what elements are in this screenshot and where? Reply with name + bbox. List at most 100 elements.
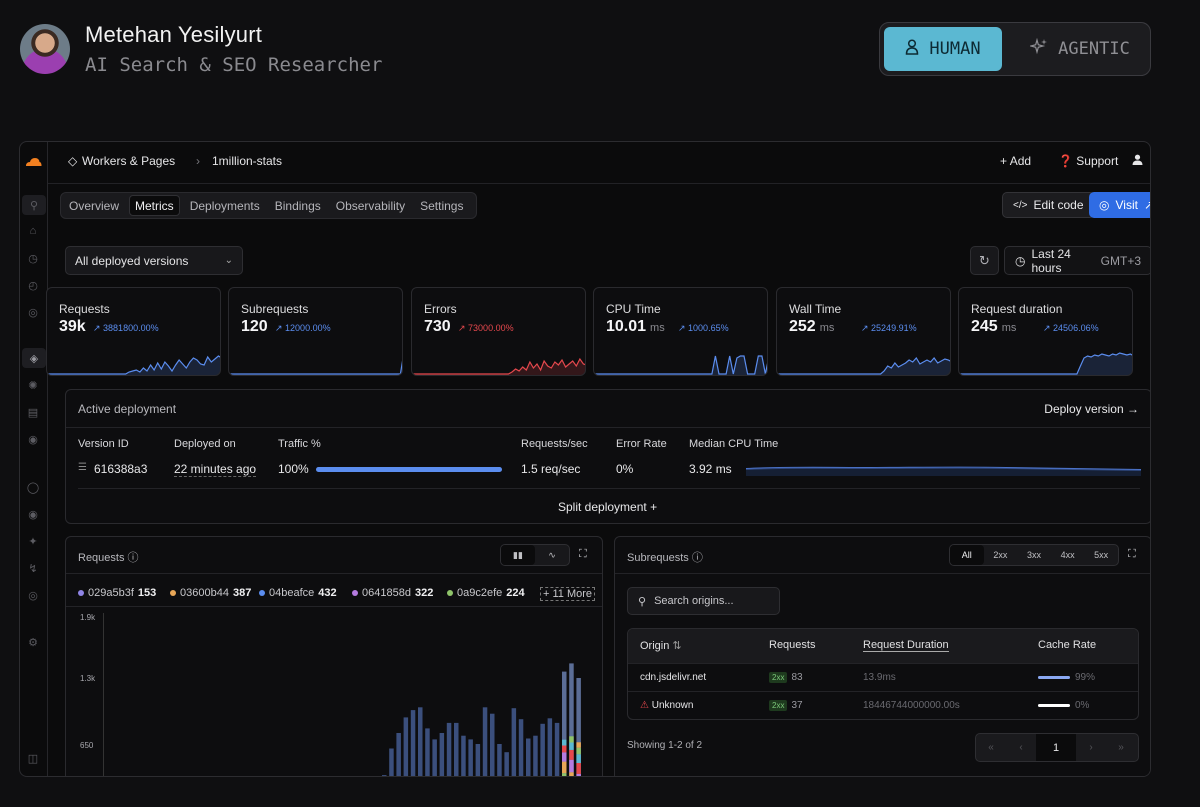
home-icon[interactable]: ⌂ xyxy=(29,225,37,237)
legend-item[interactable]: 04beafce 432 xyxy=(259,587,337,599)
requests-bar-chart xyxy=(382,663,581,776)
y-tick-label: 650 xyxy=(80,741,94,750)
request-bar xyxy=(540,723,545,776)
column-origin[interactable]: Origin ⇅ xyxy=(640,640,682,652)
storage-icon[interactable]: ▤ xyxy=(27,406,39,419)
time-range-select[interactable]: ◷ Last 24 hours GMT+3 xyxy=(1004,246,1150,275)
collapse-sidebar-icon[interactable]: ◫ xyxy=(27,752,39,765)
security-icon[interactable]: ◉ xyxy=(28,508,38,521)
metric-card-wall-time[interactable]: Wall Time 252 ms ↗ 25249.91% xyxy=(776,287,951,376)
metric-card-cpu-time[interactable]: CPU Time 10.01 ms ↗ 1000.65% xyxy=(593,287,768,376)
clock-icon: ◷ xyxy=(1015,253,1026,268)
legend-count: 224 xyxy=(506,587,525,599)
column-request-duration[interactable]: Request Duration xyxy=(863,639,949,652)
clock-icon[interactable]: ◷ xyxy=(28,252,38,265)
request-bar xyxy=(497,744,502,776)
divider xyxy=(66,427,1150,428)
metric-card-subrequests[interactable]: Subrequests 120 ↗ 12000.00% xyxy=(228,287,403,376)
add-button[interactable]: + Add xyxy=(1000,154,1032,168)
legend-item[interactable]: 0a9c2efe 224 xyxy=(447,587,525,599)
metric-sparkline xyxy=(47,355,220,375)
human-mode-button[interactable]: HUMAN xyxy=(884,27,1002,71)
line-chart-icon[interactable]: ∿ xyxy=(548,549,556,560)
rocket-icon[interactable]: ✦ xyxy=(28,535,38,548)
metric-card-requests[interactable]: Requests 39k ↗ 3881800.00% xyxy=(46,287,221,376)
request-bar xyxy=(396,733,401,776)
visit-button[interactable]: ◎ Visit ↗ xyxy=(1089,192,1150,218)
page-number[interactable]: 1 xyxy=(1036,734,1076,761)
settings-icon[interactable]: ⚙ xyxy=(28,636,38,649)
sparkline-line xyxy=(412,357,585,375)
tab-observability[interactable]: Observability xyxy=(335,198,406,213)
plus-icon: + xyxy=(650,500,658,514)
support-button[interactable]: ❓ Support xyxy=(1058,154,1119,168)
duration-cell: 18446744000000.00s xyxy=(863,700,960,711)
active-deployment-title: Active deployment xyxy=(78,402,177,416)
tab-metrics[interactable]: Metrics xyxy=(129,195,180,216)
request-bar xyxy=(410,710,416,776)
agentic-mode-button[interactable]: AGENTIC xyxy=(1016,27,1144,71)
account-icon[interactable] xyxy=(1132,154,1143,168)
metric-sparkline xyxy=(594,355,767,375)
tab-bindings[interactable]: Bindings xyxy=(274,198,321,213)
tab-settings[interactable]: Settings xyxy=(420,198,464,213)
deploy-version-button[interactable]: Deploy version → xyxy=(1044,402,1139,416)
metric-card-request-duration[interactable]: Request duration 245 ms ↗ 24506.06% xyxy=(958,287,1133,376)
shield-icon[interactable]: ◯ xyxy=(26,481,40,494)
divider xyxy=(78,488,1140,489)
status-filter-2xx[interactable]: 2xx xyxy=(993,550,1008,560)
split-deployment-button[interactable]: Split deployment + xyxy=(558,500,658,514)
globe-icon: ◎ xyxy=(1099,198,1110,212)
sparkline-line xyxy=(594,355,767,375)
request-bar xyxy=(475,744,481,776)
status-filter-all[interactable]: All xyxy=(950,545,984,565)
column-requests[interactable]: Requests xyxy=(769,639,816,651)
cloudflare-logo-icon[interactable] xyxy=(20,152,46,172)
legend-item[interactable]: 0641858d 322 xyxy=(352,587,433,599)
table-row[interactable]: ⚠ Unknown 2xx 37 18446744000000.00s 0% xyxy=(628,691,1138,719)
table-row[interactable]: cdn.jsdelivr.net 2xx 83 13.9ms 99% xyxy=(628,663,1138,691)
media-icon[interactable]: ◉ xyxy=(28,433,38,446)
legend-item[interactable]: 03600b44 387 xyxy=(170,587,251,599)
request-bar-segment xyxy=(562,752,567,762)
bolt-icon[interactable]: ↯ xyxy=(28,562,38,575)
expand-icon[interactable]: ⛶ xyxy=(1128,548,1136,560)
traffic-percent: 100% xyxy=(278,462,309,476)
version-select[interactable]: All deployed versions ⌄ xyxy=(65,246,243,275)
network-icon[interactable]: ◎ xyxy=(28,589,38,602)
legend-item[interactable]: 029a5b3f 153 xyxy=(78,587,156,599)
breadcrumb-workers[interactable]: Workers & Pages xyxy=(82,154,176,168)
expand-icon[interactable]: ⛶ xyxy=(579,548,587,560)
metric-card-errors[interactable]: Errors 730 ↗ 73000.00% xyxy=(411,287,586,376)
tab-overview[interactable]: Overview xyxy=(69,198,120,213)
refresh-button[interactable]: ↻ xyxy=(970,246,999,275)
globe-icon[interactable]: ◎ xyxy=(28,306,38,319)
cache-rate-cell: 99% xyxy=(1075,672,1096,683)
legend-dot xyxy=(352,590,358,596)
tab-deployments[interactable]: Deployments xyxy=(189,198,260,213)
legend-label: 0641858d xyxy=(362,587,411,599)
next-page-icon[interactable]: › xyxy=(1089,742,1093,753)
status-filter-5xx[interactable]: 5xx xyxy=(1094,550,1109,560)
requests-cell: 2xx 37 xyxy=(769,700,803,711)
legend-label: 03600b44 xyxy=(180,587,229,599)
sparkle-nav-icon[interactable]: ✺ xyxy=(28,379,38,392)
status-filter-4xx[interactable]: 4xx xyxy=(1060,550,1075,560)
search-icon[interactable]: ⚲ xyxy=(22,195,46,215)
status-filter-3xx[interactable]: 3xx xyxy=(1026,550,1041,560)
column-cache-rate[interactable]: Cache Rate xyxy=(1038,639,1097,651)
search-origins-input[interactable]: ⚲ Search origins... xyxy=(627,587,780,615)
last-page-icon[interactable]: » xyxy=(1118,742,1124,753)
first-page-icon[interactable]: « xyxy=(988,742,994,753)
prev-page-icon[interactable]: ‹ xyxy=(1019,742,1023,753)
workers-icon[interactable]: ◈ xyxy=(22,348,46,368)
breadcrumb-project[interactable]: 1million-stats xyxy=(212,154,283,168)
request-bar-segment xyxy=(576,742,581,748)
edit-code-button[interactable]: </> Edit code xyxy=(1002,192,1095,218)
more-versions-button[interactable]: + 11 More xyxy=(540,587,596,601)
y-tick-label: 1.3k xyxy=(80,674,96,683)
history-icon[interactable]: ◴ xyxy=(28,279,38,292)
request-bar xyxy=(554,722,560,776)
bar-chart-icon[interactable]: ▮▮ xyxy=(501,545,535,565)
legend-dot xyxy=(170,590,176,596)
